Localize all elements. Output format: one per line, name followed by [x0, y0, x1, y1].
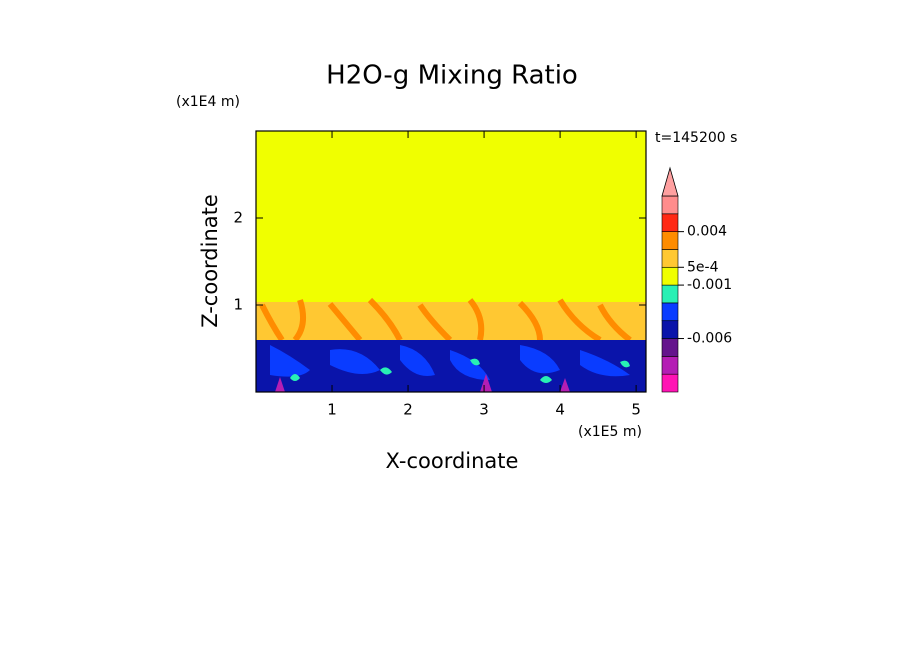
x-tick-label: 4	[555, 401, 565, 419]
contour-field	[256, 131, 646, 392]
colorbar-extension	[661, 166, 679, 197]
x-axis-label: X-coordinate	[386, 449, 519, 473]
colorbar-tick-label: -0.006	[687, 331, 732, 347]
colorbar-segment	[661, 356, 679, 375]
y-unit: (x1E4 m)	[176, 94, 240, 110]
x-tick-label: 3	[479, 401, 489, 419]
colorbar-tick-label: -0.001	[687, 277, 732, 293]
colorbar-tick-label: 0.004	[687, 224, 727, 240]
colorbar-segment	[661, 266, 679, 286]
time-annotation: t=145200 s	[655, 130, 737, 146]
colorbar-segment	[661, 284, 679, 304]
colorbar-tick-label: 5e-4	[687, 259, 719, 275]
y-axis-label: Z-coordinate	[198, 194, 222, 328]
plot-frame	[255, 130, 647, 393]
chart-title: H2O-g Mixing Ratio	[326, 61, 578, 91]
colorbar-segment	[661, 195, 679, 215]
x-tick-label: 5	[631, 401, 641, 419]
colorbar-segment	[661, 302, 679, 322]
x-tick-label: 1	[327, 401, 337, 419]
y-tick-label: 1	[233, 296, 243, 314]
colorbar-segment	[661, 320, 679, 339]
colorbar-segment	[661, 231, 679, 250]
colorbar-segment	[661, 338, 679, 357]
colorbar-segment	[661, 249, 679, 268]
colorbar-segment	[661, 373, 679, 393]
x-tick-label: 2	[403, 401, 413, 419]
colorbar-segment	[661, 213, 679, 232]
y-tick-label: 2	[233, 209, 243, 227]
x-unit: (x1E5 m)	[578, 424, 642, 440]
